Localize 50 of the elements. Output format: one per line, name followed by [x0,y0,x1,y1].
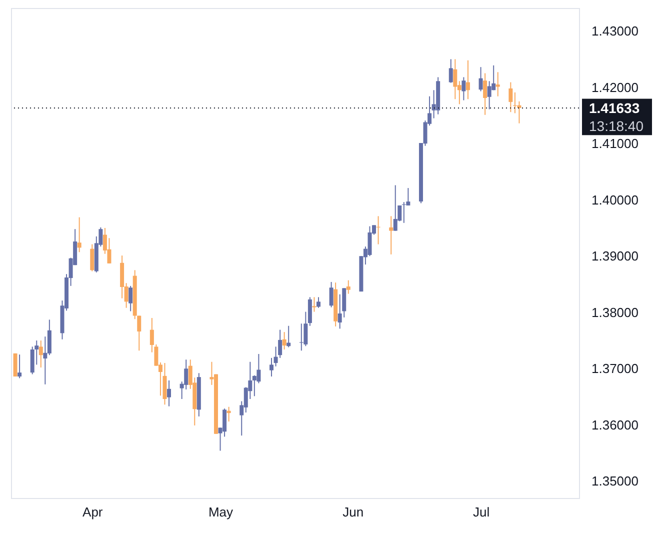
y-tick-label: 1.40000 [592,192,638,208]
candlestick [18,354,22,379]
candlestick [346,280,350,294]
candlestick [77,216,82,253]
candlestick [389,216,394,255]
y-tick-label: 1.35000 [592,474,638,489]
candlestick [393,184,398,232]
candlestick [214,374,218,434]
candlestick [329,281,334,308]
candlestick [270,357,274,377]
candlestick [483,72,488,116]
ref-line-label: 1.41633 [589,100,640,116]
candlestick [436,76,440,115]
candlestick [453,58,458,100]
candlestick [308,296,312,326]
candlestick [196,372,201,417]
y-tick-label: 1.39000 [592,248,638,264]
y-tick-label: 1.41000 [592,136,638,152]
candlestick [167,380,172,407]
candlestick [90,244,94,272]
text: 13:18:40 [589,118,644,134]
y-tick-label: 1.43000 [592,24,638,39]
candlestick [120,255,124,299]
y-tick-label: 1.42000 [592,80,638,95]
candlestick [47,319,52,356]
candlestick [128,285,133,312]
candlestick [508,82,513,113]
candlestick [316,296,320,308]
candlestick [304,311,308,347]
candlestick [496,72,500,97]
candlestick [334,282,338,327]
y-tick-label: 1.37000 [592,361,638,376]
y-tick-label: 1.36000 [592,417,638,432]
candlestick [466,60,470,100]
candlestick [286,325,291,348]
candlestick [312,296,316,312]
candlestick [38,340,43,368]
candlestick [478,66,483,92]
x-tick-label: Jul [472,504,490,520]
y-tick-label: 1.38000 [592,304,638,320]
candlestick [162,362,167,406]
candlestick [448,58,453,84]
candlestick [487,80,492,110]
candlestick [13,352,18,377]
x-tick-label: Jun [342,504,364,520]
x-tick-label: Apr [82,504,104,520]
candlestick [282,332,286,350]
candlestick [222,408,227,438]
x-tick-label: May [208,504,234,520]
candlestick [462,76,466,101]
